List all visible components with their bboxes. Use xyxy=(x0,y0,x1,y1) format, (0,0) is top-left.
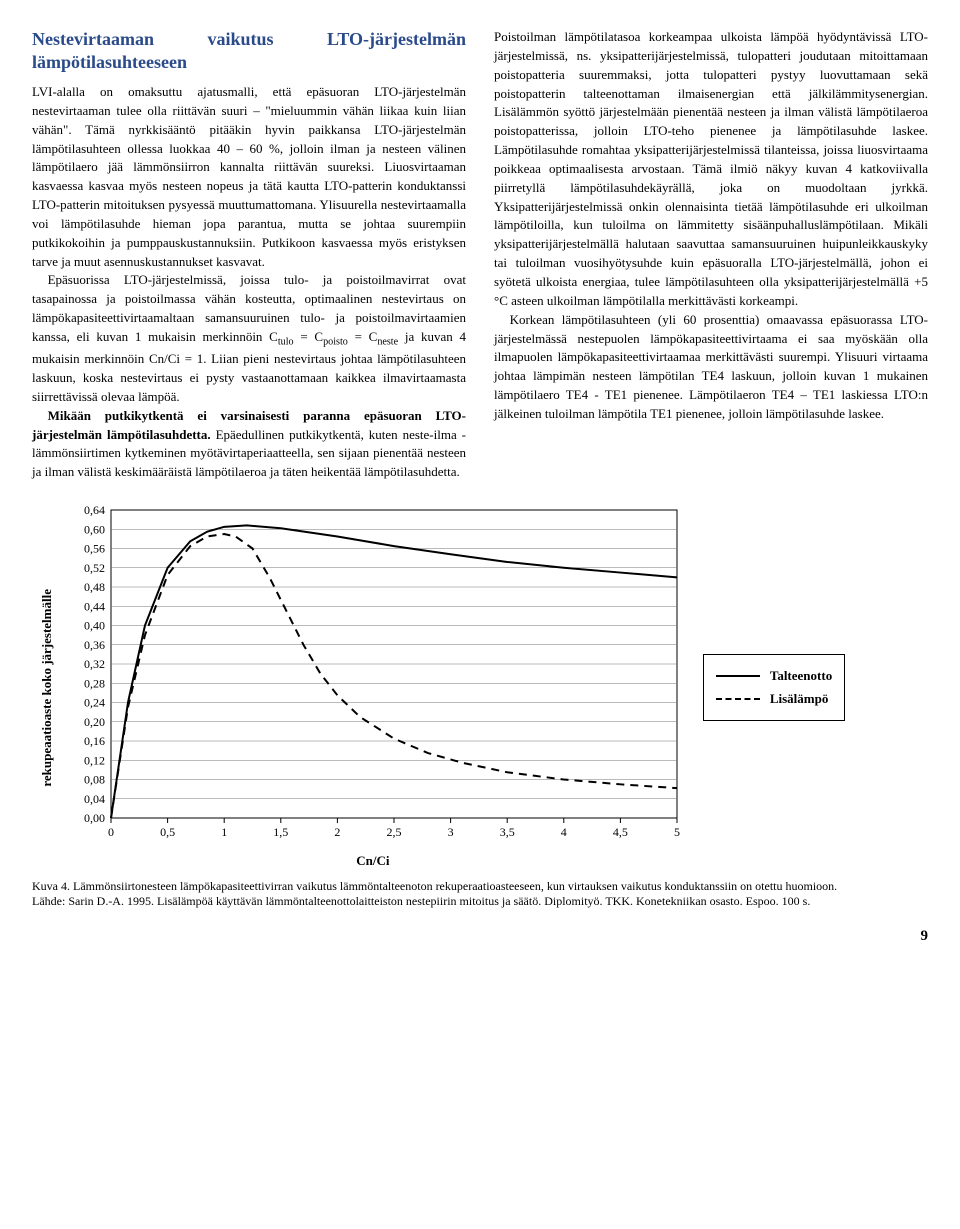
x-axis-label: Cn/Ci xyxy=(63,852,683,871)
legend-row: Talteenotto xyxy=(716,667,832,686)
svg-text:0,48: 0,48 xyxy=(84,580,105,594)
chart-svg: 0,00 0,04 0,08 0,12 0,16 0,20 0,24 0,28 0,32 0,36… xyxy=(63,504,683,844)
svg-text:2,5: 2,5 xyxy=(386,825,401,839)
svg-text:0,00: 0,00 xyxy=(84,811,105,825)
legend-line xyxy=(716,698,760,700)
page-number: 9 xyxy=(32,926,928,948)
plot-block: 0,00 0,04 0,08 0,12 0,16 0,20 0,24 0,28 0,32 0,36… xyxy=(63,504,683,871)
legend-label: Talteenotto xyxy=(770,667,832,686)
svg-text:0,5: 0,5 xyxy=(160,825,175,839)
svg-text:0,16: 0,16 xyxy=(84,734,105,748)
svg-text:0,20: 0,20 xyxy=(84,715,105,729)
left-p3: Mikään putkikytkentä ei varsinaisesti pa… xyxy=(32,407,466,482)
chart-row: rekupeaatioaste koko järjestelmälle 0,00… xyxy=(32,504,928,871)
svg-text:0,44: 0,44 xyxy=(84,599,105,613)
svg-text:0,60: 0,60 xyxy=(84,522,105,536)
y-axis-label: rekupeaatioaste koko järjestelmälle xyxy=(32,589,63,787)
figure-4: rekupeaatioaste koko järjestelmälle 0,00… xyxy=(32,504,928,910)
svg-text:1,5: 1,5 xyxy=(273,825,288,839)
legend-line xyxy=(716,675,760,677)
left-column: Nestevirtaaman vaikutus LTO-järjestelmän… xyxy=(32,28,466,482)
svg-text:0,12: 0,12 xyxy=(84,753,105,767)
caption-line-2: Lähde: Sarin D.-A. 1995. Lisälämpöä käyt… xyxy=(32,894,928,910)
right-p1: Poistoilman lämpötilatasoa korkeampaa ul… xyxy=(494,28,928,311)
svg-text:3,5: 3,5 xyxy=(500,825,515,839)
legend-row: Lisälämpö xyxy=(716,690,832,709)
left-p1: LVI-alalla on omaksuttu ajatusmalli, ett… xyxy=(32,83,466,271)
svg-text:0,32: 0,32 xyxy=(84,657,105,671)
svg-text:0,24: 0,24 xyxy=(84,696,105,710)
legend-label: Lisälämpö xyxy=(770,690,829,709)
svg-text:0,56: 0,56 xyxy=(84,542,105,556)
svg-text:5: 5 xyxy=(674,825,680,839)
svg-text:3: 3 xyxy=(447,825,453,839)
right-p2: Korkean lämpötilasuhteen (yli 60 prosent… xyxy=(494,311,928,424)
svg-text:0,04: 0,04 xyxy=(84,792,105,806)
two-column-text: Nestevirtaaman vaikutus LTO-järjestelmän… xyxy=(32,28,928,482)
svg-text:4,5: 4,5 xyxy=(613,825,628,839)
svg-text:0: 0 xyxy=(108,825,114,839)
figure-caption: Kuva 4. Lämmönsiirtonesteen lämpökapasit… xyxy=(32,879,928,910)
svg-text:0,08: 0,08 xyxy=(84,773,105,787)
svg-text:0,28: 0,28 xyxy=(84,676,105,690)
svg-text:1: 1 xyxy=(221,825,227,839)
right-column: Poistoilman lämpötilatasoa korkeampaa ul… xyxy=(494,28,928,482)
section-title: Nestevirtaaman vaikutus LTO-järjestelmän… xyxy=(32,28,466,73)
svg-text:0,52: 0,52 xyxy=(84,561,105,575)
svg-text:2: 2 xyxy=(334,825,340,839)
caption-line-1: Kuva 4. Lämmönsiirtonesteen lämpökapasit… xyxy=(32,879,928,895)
svg-text:4: 4 xyxy=(561,825,567,839)
svg-text:0,40: 0,40 xyxy=(84,619,105,633)
left-p2: Epäsuorissa LTO-järjestelmissä, joissa t… xyxy=(32,271,466,406)
svg-text:0,36: 0,36 xyxy=(84,638,105,652)
svg-text:0,64: 0,64 xyxy=(84,504,105,517)
legend: Talteenotto Lisälämpö xyxy=(703,654,845,722)
